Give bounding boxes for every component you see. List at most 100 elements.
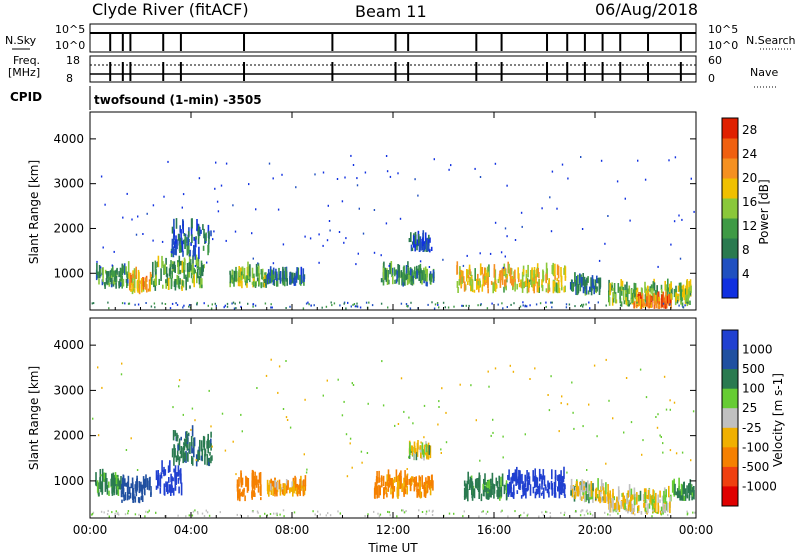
echo-speck <box>396 515 398 518</box>
echo-cell <box>688 282 690 292</box>
echo-cell <box>203 446 205 451</box>
echo-cell <box>407 274 409 280</box>
echo-speck <box>387 510 389 513</box>
echo-cell <box>398 264 401 278</box>
echo-cell <box>126 494 129 501</box>
echo-cell <box>463 496 466 500</box>
echo-cell <box>178 458 180 466</box>
echo-cell <box>251 490 253 500</box>
echo-cell <box>583 277 586 288</box>
y-tick-label: 3000 <box>53 177 84 191</box>
echo-cell <box>680 483 683 496</box>
echo-cell <box>678 477 680 491</box>
echo-speck <box>356 305 359 308</box>
echo-cell <box>119 282 122 287</box>
echo-cell <box>200 455 203 461</box>
echo-cell <box>643 502 645 508</box>
echo-cell <box>416 489 418 498</box>
echo-speck <box>545 301 547 304</box>
echo-cell <box>141 287 143 293</box>
echo-cell <box>637 507 639 512</box>
echo-cell <box>231 270 234 275</box>
echo-speck <box>585 510 588 513</box>
echo-speck <box>314 513 316 516</box>
echo-cell <box>176 472 178 477</box>
y-tick-label: 2000 <box>53 429 84 443</box>
echo-cell <box>293 484 295 493</box>
echo-cell <box>570 478 573 491</box>
echo-cell <box>530 270 532 282</box>
nsearch-label: N.Search <box>746 34 796 47</box>
echo-cell <box>171 476 173 480</box>
echo-cell <box>527 283 530 287</box>
echo-cell <box>599 277 602 288</box>
echo-speck <box>164 515 166 518</box>
echo-speck <box>630 421 633 424</box>
echo-cell <box>491 472 494 486</box>
echo-cell <box>586 494 588 501</box>
echo-cell <box>134 484 136 489</box>
echo-cell <box>390 484 393 489</box>
echo-cell <box>647 503 649 514</box>
echo-cell <box>133 494 135 499</box>
echo-cell <box>631 292 634 303</box>
echo-cell <box>526 470 528 481</box>
echo-cell <box>178 486 180 494</box>
echo-cell <box>553 487 556 494</box>
echo-cell <box>615 294 617 304</box>
echo-cell <box>663 487 666 500</box>
echo-cell <box>557 265 560 279</box>
echo-speck <box>479 252 481 255</box>
echo-cell <box>414 244 416 252</box>
echo-cell <box>528 282 530 288</box>
echo-cell <box>274 490 276 497</box>
echo-speck <box>524 305 526 308</box>
echo-cell <box>487 481 489 494</box>
echo-cell <box>179 450 182 454</box>
echo-cell <box>95 472 97 484</box>
echo-speck <box>183 304 185 307</box>
echo-cell <box>478 492 480 499</box>
echo-cell <box>548 280 550 291</box>
echo-cell <box>116 267 118 275</box>
echo-speck <box>489 252 492 255</box>
echo-speck <box>355 263 357 266</box>
echo-cell <box>430 246 433 251</box>
echo-speck <box>295 186 297 189</box>
echo-speck <box>524 433 526 436</box>
echo-speck <box>255 208 257 211</box>
echo-cell <box>164 263 166 275</box>
echo-cell <box>516 283 518 290</box>
echo-cell <box>229 273 232 284</box>
echo-cell <box>180 229 182 242</box>
echo-cell <box>590 277 592 290</box>
echo-cell <box>459 269 462 283</box>
echo-cell <box>484 485 486 493</box>
echo-speck <box>616 180 619 183</box>
echo-cell <box>134 496 137 503</box>
echo-cell <box>582 276 585 286</box>
echo-cell <box>376 486 378 499</box>
echo-speck <box>513 302 515 305</box>
echo-cell <box>612 492 614 503</box>
echo-speck <box>541 207 543 210</box>
echo-speck <box>428 509 430 512</box>
echo-cell <box>667 278 669 292</box>
echo-cell <box>681 493 684 501</box>
echo-cell <box>180 436 182 441</box>
echo-cell <box>625 293 628 298</box>
echo-cell <box>668 294 671 304</box>
colorbar-tick-label: -1000 <box>742 479 777 493</box>
echo-speck <box>551 170 554 173</box>
echo-cell <box>679 284 682 292</box>
echo-cell <box>423 269 425 281</box>
echo-speck <box>588 403 590 406</box>
echo-speck <box>182 306 184 309</box>
echo-cell <box>426 246 429 251</box>
echo-speck <box>161 240 164 243</box>
echo-speck <box>475 419 477 422</box>
echo-cell <box>165 257 167 265</box>
echo-cell <box>424 241 426 250</box>
echo-cell <box>462 270 464 283</box>
echo-speck <box>692 511 694 514</box>
